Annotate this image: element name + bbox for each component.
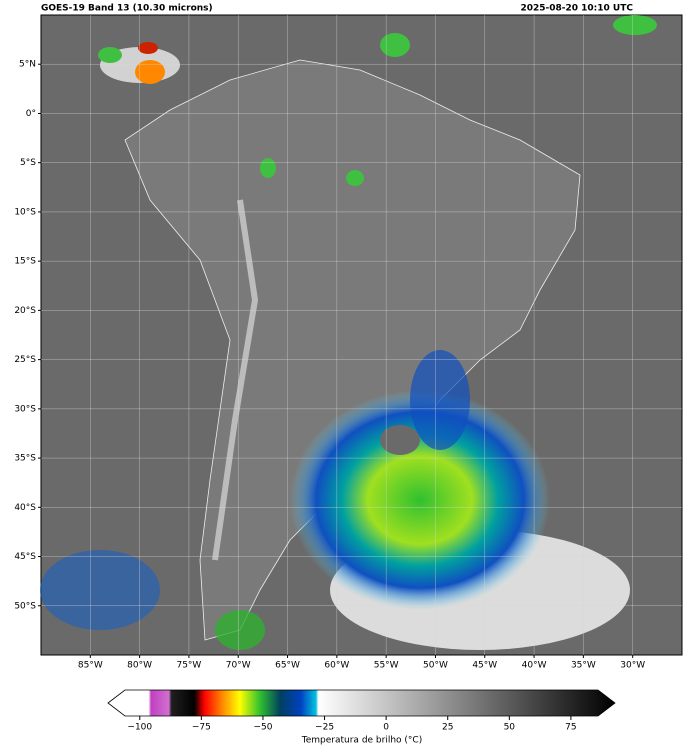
lon-label: 45°W [472,661,497,671]
cloud-core [260,158,276,178]
lat-label: 30°S [14,404,36,414]
lat-label: 5°S [20,158,36,168]
cloud-core [346,170,364,186]
cloud-core [613,15,657,35]
satellite-map [40,14,683,656]
colorbar-bar [107,689,616,717]
colorbar-tick-label: −25 [315,723,334,733]
colorbar-tick-label: −100 [127,723,152,733]
cloud [215,610,265,650]
lon-label: 70°W [226,661,251,671]
colorbar-tick-label: 50 [504,723,516,733]
lon-label: 65°W [275,661,300,671]
cloud [40,550,160,630]
lat-label: 10°S [14,207,36,217]
colorbar-tick-label: 0 [383,723,389,733]
colorbar-label: Temperatura de brilho (°C) [301,736,422,746]
lat-label: 0° [26,109,36,119]
lon-label: 40°W [522,661,547,671]
cloud-core [138,42,158,54]
lat-label: 15°S [14,257,36,267]
colorbar-tick-label: −50 [253,723,272,733]
colorbar-tick-label: −75 [192,723,211,733]
lat-label: 25°S [14,355,36,365]
lon-label: 60°W [324,661,349,671]
cloud-core [135,60,165,84]
timestamp: 2025-08-20 10:10 UTC [520,4,633,14]
colorbar: Temperatura de brilho (°C) −100 −75 −50 −25… [107,689,616,746]
colorbar-tick-label: 75 [565,723,576,733]
lat-label: 5°N [19,60,36,70]
lon-label: 80°W [127,661,152,671]
lon-label: 75°W [176,661,201,671]
lat-label: 45°S [14,552,36,562]
lat-label: 20°S [14,306,36,316]
cloud-core [98,47,122,63]
lat-label: 35°S [14,454,36,464]
lon-label: 50°W [423,661,448,671]
lat-label: 40°S [14,503,36,513]
storm-band [410,350,470,450]
storm-eye [380,425,420,455]
title: GOES-19 Band 13 (10.30 microns) [41,4,213,14]
lon-label: 55°W [374,661,399,671]
lat-label: 50°S [14,601,36,611]
cloud-core [380,33,410,57]
lon-label: 30°W [620,661,645,671]
andes-clouds [212,199,259,561]
lon-label: 35°W [571,661,596,671]
colorbar-tick-label: 25 [442,723,453,733]
lon-label: 85°W [78,661,103,671]
